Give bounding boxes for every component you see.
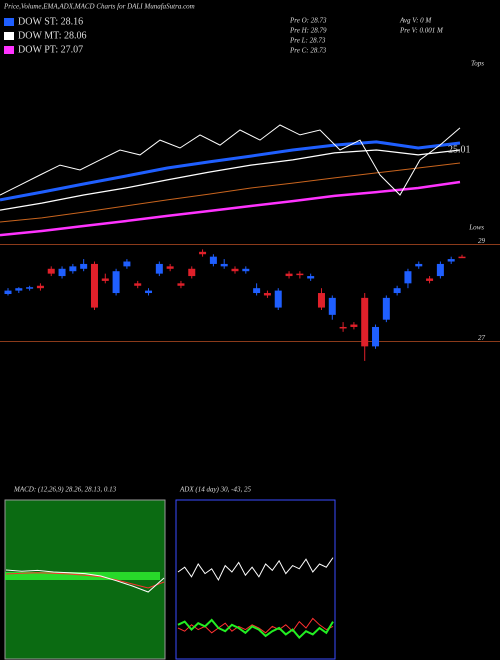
candle-body (447, 259, 455, 262)
candle-body (372, 326, 380, 347)
candle-body (188, 268, 196, 277)
candle-body (145, 290, 153, 294)
candle-body (36, 285, 44, 289)
legend-label: DOW MT: 28.06 (18, 30, 86, 41)
page-title: Price,Volume,EMA,ADX,MACD Charts for DAL… (3, 3, 195, 11)
legend-label: DOW ST: 28.16 (18, 16, 83, 27)
candle-body (426, 278, 434, 281)
panel-title: ADX (14 day) 30, -43, 25 (179, 486, 251, 494)
adx-panel (175, 499, 336, 660)
annotation: Lows (468, 224, 484, 232)
legend-label: DOW PT: 27.07 (18, 44, 83, 55)
candle-body (47, 268, 55, 274)
candle-body (15, 288, 23, 291)
series-line (0, 149, 461, 211)
candle-body (58, 268, 66, 277)
series-line (0, 180, 461, 237)
candle-body (382, 297, 390, 320)
quote-open: Pre O: 28.73 (289, 17, 327, 25)
series-line (5, 569, 165, 593)
legend-swatch (4, 18, 14, 26)
series-line (177, 557, 334, 582)
macd-histogram-band (5, 572, 160, 580)
candle-body (436, 263, 444, 277)
annotation: Tops (471, 60, 484, 68)
candle-body (328, 297, 336, 315)
candle-body (80, 263, 88, 269)
series-line (177, 618, 334, 640)
candle-body (350, 324, 358, 327)
candle-body (155, 263, 163, 274)
candle-body (199, 251, 207, 255)
quote-high: Pre H: 28.79 (289, 27, 327, 35)
candle-body (4, 290, 12, 294)
panel-title: MACD: (12,26,9) 28.26, 28.13, 0.13 (13, 486, 117, 494)
candle-body (253, 288, 261, 294)
candle-body (307, 276, 315, 279)
candle-body (361, 297, 369, 347)
candle-body (26, 287, 34, 289)
candle-body (231, 268, 239, 272)
y-tick-label: 29 (478, 237, 486, 245)
candle-body (177, 283, 185, 286)
quote-low: Pre L: 28.73 (289, 37, 326, 45)
candle-body (393, 288, 401, 294)
candle-body (339, 326, 347, 329)
series-line (0, 162, 461, 223)
candle-body (296, 273, 304, 276)
y-tick-label: 27 (478, 334, 486, 342)
quote-volume: Pre V: 0.001 M (399, 27, 444, 35)
quote-avg-volume: Avg V: 0 M (399, 17, 432, 25)
series-line (0, 124, 461, 196)
annotation: 25.01 (448, 144, 471, 155)
candle-body (123, 261, 131, 267)
legend-swatch (4, 32, 14, 40)
candle-body (317, 293, 325, 308)
candle-body (166, 266, 174, 269)
candle-body (458, 256, 466, 259)
quote-close: Pre C: 28.73 (289, 47, 327, 55)
candle-body (285, 273, 293, 277)
candle-body (101, 278, 109, 281)
candle-body (404, 271, 412, 284)
candle-body (209, 256, 217, 264)
candle-body (220, 263, 228, 267)
candle-body (263, 293, 271, 296)
candle-body (134, 283, 142, 286)
candle-body (112, 271, 120, 294)
legend-swatch (4, 46, 14, 54)
candle-body (90, 263, 98, 308)
series-line (5, 572, 165, 589)
candle-body (242, 268, 250, 272)
candle-body (69, 266, 77, 272)
series-line (0, 140, 461, 202)
candle-body (274, 290, 282, 308)
candle-body (415, 263, 423, 267)
